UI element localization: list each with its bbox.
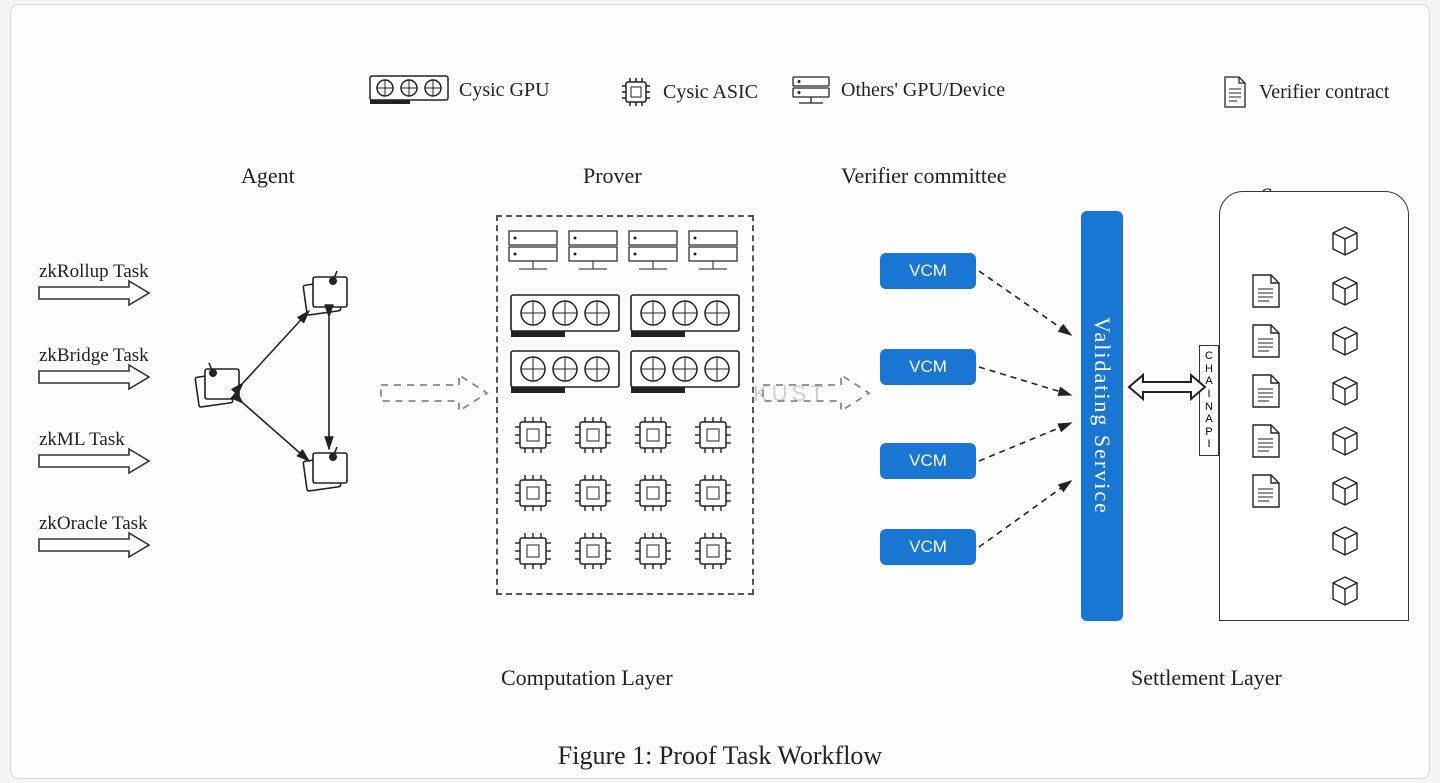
prover-gpus — [511, 295, 739, 393]
flow-double-arrow — [1129, 375, 1205, 399]
vcm-edges — [979, 271, 1071, 547]
diagram-svg — [11, 5, 1431, 780]
agent-node-2 — [303, 447, 347, 491]
flow-dashed-arrows — [381, 375, 869, 411]
diagram-frame: Cysic GPU Cysic ASIC Others' GPU/Device … — [10, 4, 1430, 779]
agent-node-1 — [303, 271, 347, 315]
prover-servers — [509, 231, 737, 269]
task-arrows — [39, 281, 149, 557]
sequencer-cubes — [1333, 227, 1357, 605]
prover-asics — [515, 417, 731, 569]
agent-node-0 — [195, 363, 239, 407]
sequencer-contracts — [1253, 275, 1279, 507]
figure-caption: Figure 1: Proof Task Workflow — [11, 741, 1429, 771]
agent-edges — [243, 311, 329, 461]
